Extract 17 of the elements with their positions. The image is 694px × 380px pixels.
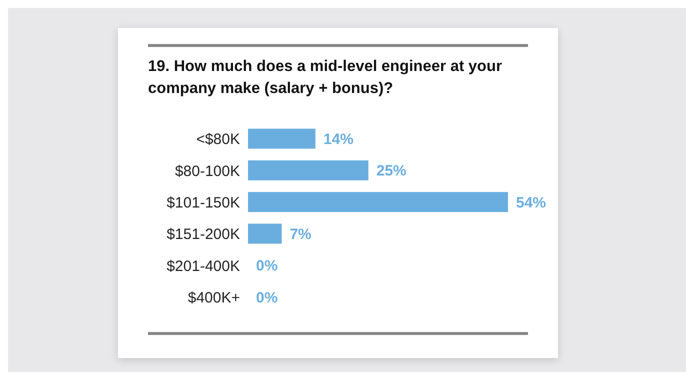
data-label: 7% (290, 226, 312, 243)
data-label: 54% (516, 194, 546, 212)
y-tick-label: $151-200K (166, 226, 240, 244)
bar (248, 128, 316, 149)
data-label: 0% (256, 258, 278, 275)
bar (248, 192, 508, 212)
bar (248, 160, 368, 180)
y-tick-label: $80-100K (174, 162, 240, 180)
bar (248, 224, 282, 244)
y-tick-label: $400K+ (188, 289, 240, 306)
data-label: 14% (323, 130, 354, 148)
data-label: 0% (256, 289, 278, 306)
y-tick-label: <$80K (196, 131, 240, 148)
chart-title: 19. How much does a mid-level engineer at your company make (salary + bonus)? (148, 57, 504, 99)
y-tick-label: $101-150K (166, 194, 240, 212)
y-tick-label: $201-400K (166, 258, 240, 275)
data-label: 25% (376, 162, 406, 180)
